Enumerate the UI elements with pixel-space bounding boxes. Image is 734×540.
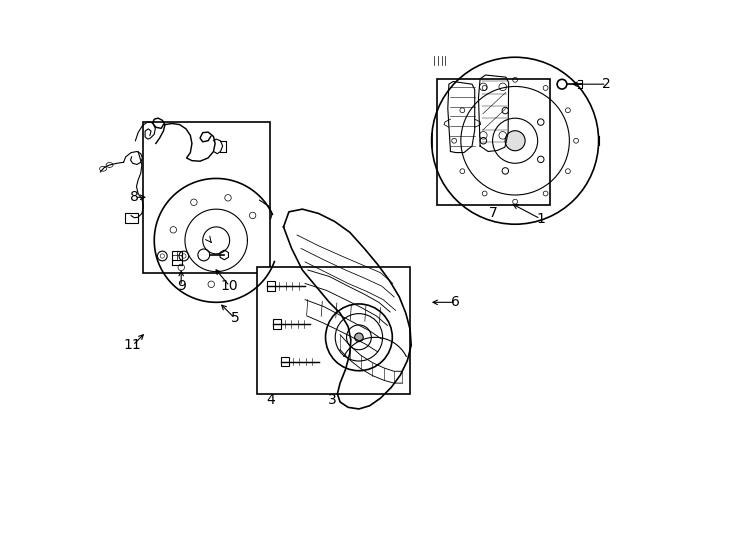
Text: 4: 4	[266, 393, 275, 407]
Bar	[125, 213, 137, 222]
Ellipse shape	[505, 131, 525, 151]
Bar	[257, 267, 410, 394]
Circle shape	[355, 333, 363, 342]
Text: 8: 8	[130, 190, 139, 204]
Bar	[273, 319, 281, 329]
Bar	[267, 281, 275, 291]
Text: 9: 9	[177, 279, 186, 293]
Text: 10: 10	[221, 279, 239, 293]
Bar	[437, 79, 550, 205]
Text: 3: 3	[327, 393, 336, 407]
Text: 2: 2	[603, 77, 611, 91]
Bar	[143, 122, 270, 273]
Text: 1: 1	[536, 212, 545, 226]
Text: 11: 11	[124, 339, 142, 353]
Bar	[281, 357, 289, 367]
Text: 6: 6	[451, 295, 460, 309]
Text: 5: 5	[230, 312, 239, 326]
Bar	[172, 251, 182, 260]
Text: 7: 7	[489, 206, 498, 220]
